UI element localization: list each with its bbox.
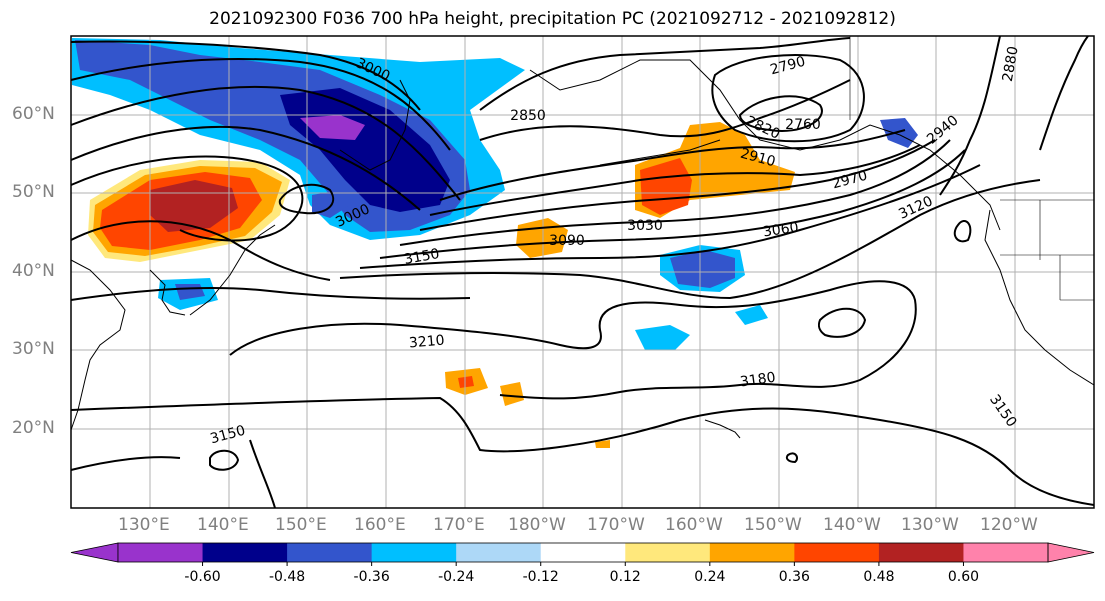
height-contour (429, 144, 921, 216)
colorbar-extend-high (1047, 542, 1095, 563)
colorbar-cell (794, 543, 880, 562)
height-contour (278, 183, 335, 215)
height-contour (711, 54, 865, 143)
height-contour (70, 125, 421, 211)
longitude-label: 170°E (433, 515, 485, 535)
colorbar-tick-label: 0.24 (694, 569, 725, 585)
longitude-label: 120°W (980, 515, 1038, 535)
height-contour (939, 35, 1001, 196)
longitude-label: 130°E (118, 515, 170, 535)
colorbar-cell (963, 543, 1049, 562)
coastline-alaska (529, 59, 1001, 231)
height-contour (209, 449, 240, 471)
longitude-label: 130°W (901, 515, 959, 535)
precip-shading (72, 38, 918, 448)
colorbar-extend-low (70, 542, 119, 563)
height-contour (785, 452, 798, 464)
negative-anomaly-region (300, 115, 365, 140)
latitude-label: 30°N (12, 339, 55, 359)
height-contours (70, 35, 1095, 509)
coastline-west-coast (984, 209, 1095, 386)
contour-label: 2850 (510, 108, 546, 124)
colorbar-tick-label: -0.24 (438, 569, 474, 585)
colorbar-cell (625, 543, 711, 562)
coastline-asia (70, 259, 126, 431)
height-contour (229, 280, 917, 400)
height-contour (399, 139, 951, 246)
height-contour (70, 40, 421, 111)
coastline-hawaii (704, 419, 741, 439)
height-contour (70, 456, 181, 471)
height-contour (738, 95, 823, 132)
colorbar-tick-label: 0.60 (948, 569, 979, 585)
height-contour (70, 85, 461, 201)
contour-label: 3030 (627, 218, 663, 234)
height-contour (359, 164, 981, 269)
longitude-label: 180°W (508, 515, 566, 535)
negative-anomaly-region (635, 325, 690, 350)
height-contour (70, 58, 451, 151)
coastline-aleutians (599, 139, 721, 166)
colorbar-tick-label: -0.36 (354, 569, 390, 585)
latitude-label: 20°N (12, 418, 55, 438)
latitude-label: 50°N (12, 182, 55, 202)
state-borders (849, 36, 1094, 301)
colorbar-cell (202, 543, 288, 562)
map-panel (70, 35, 1095, 509)
colorbar-cell (540, 543, 626, 562)
longitude-label: 170°W (587, 515, 645, 535)
negative-anomaly-region (670, 250, 735, 288)
height-contour (479, 37, 851, 111)
longitude-label: 140°W (823, 515, 881, 535)
colorbar-cell (878, 543, 964, 562)
coastline-korea (149, 269, 186, 316)
negative-anomaly-region (735, 305, 768, 325)
colorbar-tick-label: 0.36 (779, 569, 810, 585)
height-contour (419, 139, 936, 231)
height-contour (379, 149, 966, 259)
height-contour (70, 396, 1095, 506)
longitude-label: 150°W (744, 515, 802, 535)
coastline-japan (189, 224, 276, 316)
map-frame (70, 35, 1095, 509)
height-contour (70, 220, 331, 281)
longitude-label: 160°E (354, 515, 406, 535)
height-contour (817, 307, 867, 338)
positive-anomaly-region (595, 440, 610, 448)
height-contour (1039, 35, 1089, 151)
colorbar-tick-label: -0.60 (184, 569, 220, 585)
contour-label: 2760 (785, 117, 821, 133)
height-contour (339, 179, 1041, 300)
colorbar-outline (117, 542, 1049, 563)
colorbar-cell (456, 543, 542, 562)
height-contour (439, 129, 906, 201)
colorbar-tick-label: 0.48 (863, 569, 894, 585)
positive-anomaly-region (458, 376, 474, 388)
colorbar: -0.60 -0.48 -0.36 -0.24 -0.12 0.12 0.24 0.36 0.4… (70, 542, 1095, 585)
colorbar-cell (287, 543, 373, 562)
colorbar-cell (118, 543, 204, 562)
map-title: 2021092300 F036 700 hPa height, precipit… (209, 9, 896, 29)
latitude-label: 40°N (12, 261, 55, 281)
negative-anomaly-region (880, 118, 918, 148)
longitude-label: 160°W (665, 515, 723, 535)
colorbar-cell (709, 543, 795, 562)
colorbar-tick-label: -0.48 (269, 569, 305, 585)
positive-anomaly-region (500, 382, 524, 406)
latitude-label: 60°N (12, 104, 55, 124)
height-contour (249, 439, 276, 509)
colorbar-cell (371, 543, 457, 562)
contour-label: 3210 (408, 332, 446, 352)
longitude-label: 150°E (275, 515, 327, 535)
height-contour (479, 79, 851, 141)
height-contour (953, 220, 972, 243)
height-contour (70, 287, 471, 301)
colorbar-tick-label: 0.12 (610, 569, 641, 585)
colorbar-tick-label: -0.12 (523, 569, 559, 585)
contour-label: 3090 (549, 233, 585, 249)
longitude-label: 140°E (197, 515, 249, 535)
